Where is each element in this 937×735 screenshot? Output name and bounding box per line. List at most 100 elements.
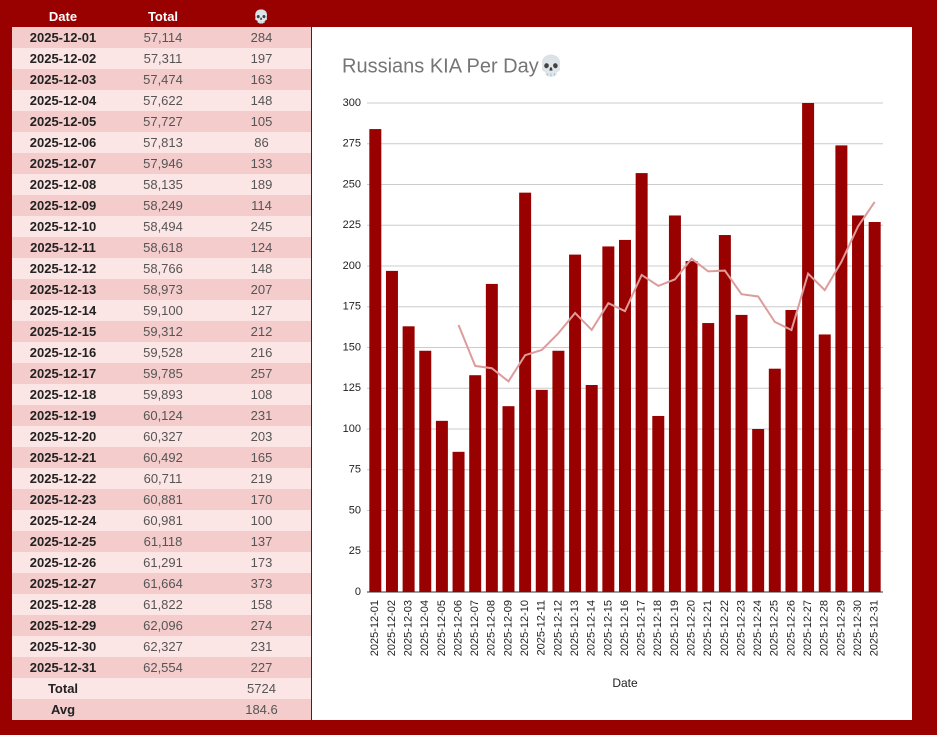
bar <box>385 270 398 592</box>
bar <box>502 406 515 592</box>
bar <box>652 415 665 592</box>
bar <box>535 389 548 592</box>
bar <box>668 215 681 592</box>
table-cell: 58,135 <box>143 177 183 192</box>
bar <box>552 350 565 592</box>
footer-value: 184.6 <box>245 702 278 717</box>
table-row: 2025-12-28 61,822 158 <box>12 594 311 615</box>
x-tick-label: 2025-12-18 <box>652 600 664 656</box>
header-cell: Date <box>48 9 78 24</box>
table-cell: 61,291 <box>143 555 183 570</box>
table-cell: 163 <box>250 72 273 87</box>
table-row: 2025-12-26 61,291 173 <box>12 552 311 573</box>
table-cell: 2025-12-10 <box>29 219 97 234</box>
x-tick-label: 2025-12-16 <box>619 600 631 656</box>
bar <box>485 283 498 592</box>
table-row: 2025-12-14 59,100 127 <box>12 300 311 321</box>
table-cell: 62,327 <box>143 639 183 654</box>
table-cell: 170 <box>250 492 273 507</box>
table-row: 2025-12-30 62,327 231 <box>12 636 311 657</box>
table-cell: 60,711 <box>143 471 183 486</box>
x-tick-label: 2025-12-31 <box>869 600 881 656</box>
table-cell: 2025-12-22 <box>29 471 97 486</box>
table-cell: 2025-12-06 <box>29 135 97 150</box>
table-row: 2025-12-03 57,474 163 <box>12 69 311 90</box>
bar <box>402 326 415 592</box>
table-cell: 100 <box>250 513 273 528</box>
y-tick-label: 200 <box>343 260 361 272</box>
y-tick-label: 225 <box>343 219 361 231</box>
x-tick-label: 2025-12-12 <box>552 600 564 656</box>
bar <box>469 375 482 592</box>
table-cell: 57,311 <box>143 51 183 66</box>
table-cell: 2025-12-05 <box>29 114 97 129</box>
table-cell: 2025-12-15 <box>29 324 97 339</box>
bar <box>619 239 631 592</box>
table-row: 2025-12-04 57,622 148 <box>12 90 311 111</box>
table-cell: 57,813 <box>143 135 183 150</box>
footer-label: Total <box>47 681 79 696</box>
y-tick-label: 275 <box>343 138 361 150</box>
x-tick-label: 2025-12-19 <box>669 600 681 656</box>
table-cell: 2025-12-28 <box>29 597 97 612</box>
x-tick-label: 2025-12-21 <box>702 600 714 656</box>
table-cell: 2025-12-02 <box>29 51 97 66</box>
table-cell: 105 <box>250 114 273 129</box>
footer-row: Total 5724 <box>12 678 311 699</box>
table-row: 2025-12-10 58,494 245 <box>12 216 311 237</box>
table-cell: 2025-12-31 <box>29 660 97 675</box>
bar <box>419 350 432 592</box>
table-cell: 127 <box>250 303 273 318</box>
table-row: 2025-12-06 57,813 86 <box>12 132 311 153</box>
table-cell: 57,622 <box>143 93 183 108</box>
y-tick-label: 150 <box>343 341 361 353</box>
x-tick-label: 2025-12-20 <box>685 600 697 656</box>
y-tick-label: 250 <box>343 178 361 190</box>
table-row: 2025-12-23 60,881 170 <box>12 489 311 510</box>
table-cell: 189 <box>250 177 273 192</box>
table-cell: 59,893 <box>143 387 183 402</box>
y-tick-label: 100 <box>343 423 361 435</box>
header-cell: Total <box>147 9 179 24</box>
x-tick-label: 2025-12-22 <box>719 600 731 656</box>
table-cell: 2025-12-20 <box>29 429 97 444</box>
table-cell: 60,981 <box>143 513 183 528</box>
y-tick-label: 75 <box>349 464 361 476</box>
plot-area <box>369 103 881 592</box>
table-cell: 2025-12-13 <box>29 282 97 297</box>
table-row: 2025-12-12 58,766 148 <box>12 258 311 279</box>
chart-panel: Russians KIA Per Day💀 Date 0 25 50 75 100 125… <box>312 27 912 720</box>
bar <box>818 334 831 592</box>
x-tick-label: 2025-12-27 <box>802 600 814 656</box>
table-row: 2025-12-01 57,114 284 <box>12 27 311 48</box>
table-cell: 197 <box>250 51 273 66</box>
table-cell: 2025-12-30 <box>29 639 97 654</box>
x-tick-label: 2025-12-03 <box>403 600 415 656</box>
data-table: Date Total 💀 2025-12-01 57,114 284 2025-12-02 5… <box>12 6 311 720</box>
header-cell: 💀 <box>253 9 270 24</box>
bar <box>802 103 815 592</box>
table-row: 2025-12-16 59,528 216 <box>12 342 311 363</box>
table-row: 2025-12-11 58,618 124 <box>12 237 311 258</box>
table-cell: 58,249 <box>143 198 183 213</box>
table-cell: 61,664 <box>143 576 183 591</box>
bar <box>735 314 748 592</box>
bar <box>785 310 798 592</box>
table-cell: 2025-12-14 <box>29 303 97 318</box>
footer-row: Avg 184.6 <box>12 699 311 720</box>
table-cell: 2025-12-27 <box>29 576 97 591</box>
table-cell: 59,100 <box>143 303 183 318</box>
header-row: Date Total 💀 <box>12 6 311 27</box>
table-row: 2025-12-15 59,312 212 <box>12 321 311 342</box>
table-cell: 2025-12-01 <box>29 30 97 45</box>
x-tick-label: 2025-12-11 <box>536 600 548 655</box>
table-cell: 231 <box>250 408 273 423</box>
x-tick-label: 2025-12-05 <box>436 600 448 656</box>
table-row: 2025-12-08 58,135 189 <box>12 174 311 195</box>
x-tick-label: 2025-12-29 <box>835 600 847 656</box>
table-cell: 216 <box>250 345 273 360</box>
table-row: 2025-12-24 60,981 100 <box>12 510 311 531</box>
x-tick-label: 2025-12-17 <box>636 600 648 656</box>
x-tick-label: 2025-12-24 <box>752 600 764 656</box>
bar <box>752 429 765 592</box>
